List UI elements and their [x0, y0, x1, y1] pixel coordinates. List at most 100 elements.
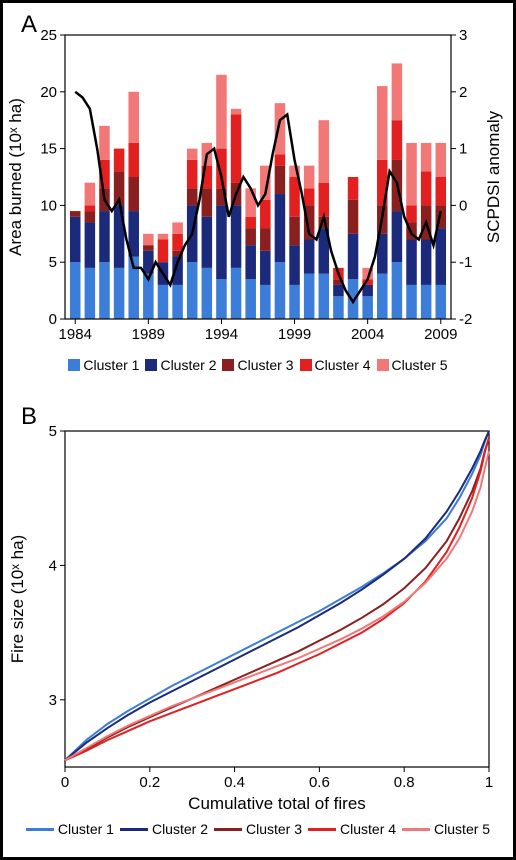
yright-label: SCPDSI anomaly: [484, 110, 503, 243]
bar-cluster4: [436, 177, 447, 205]
x-tick: 1: [485, 774, 493, 791]
x-tick: 1989: [132, 326, 165, 343]
bar-cluster1: [85, 268, 96, 319]
bar-cluster5: [143, 234, 154, 245]
series-cluster4: [65, 438, 489, 761]
legend-item-cluster5: Cluster 5: [402, 821, 490, 837]
bar-cluster1: [319, 274, 330, 319]
bar-cluster1: [333, 296, 344, 319]
yright-tick: 2: [459, 84, 467, 101]
panel-a: A 0510152025-2-1012319841989199419992004…: [3, 11, 513, 391]
legend-label: Cluster 5: [392, 357, 448, 373]
x-tick: 1994: [205, 326, 238, 343]
bar-cluster3: [85, 211, 96, 222]
yright-tick: 3: [459, 27, 467, 44]
bar-cluster4: [406, 205, 417, 222]
panel-b-svg: 00.20.40.60.81345Fire size (10ˣ ha)Cumul…: [3, 421, 513, 817]
bar-cluster3: [70, 211, 81, 217]
bar-cluster3: [128, 177, 139, 211]
bar-cluster1: [377, 274, 388, 319]
bar-cluster2: [216, 205, 227, 279]
bar-cluster5: [319, 120, 330, 182]
bar-cluster5: [245, 188, 256, 216]
bar-cluster4: [304, 188, 315, 205]
bar-cluster4: [421, 171, 432, 205]
legend-swatch-icon: [300, 359, 312, 371]
legend-item-cluster4: Cluster 4: [308, 821, 396, 837]
x-tick: 0.8: [394, 774, 415, 791]
yright-tick: 0: [459, 197, 467, 214]
bar-cluster5: [172, 222, 183, 233]
bar-cluster2: [245, 245, 256, 279]
axis-frame: [65, 431, 489, 767]
bar-cluster1: [187, 262, 198, 319]
legend-label: Cluster 4: [340, 821, 396, 837]
bar-cluster3: [187, 188, 198, 205]
bar-cluster5: [99, 126, 110, 160]
legend-swatch-icon: [222, 359, 234, 371]
panel-b: B 00.20.40.60.81345Fire size (10ˣ ha)Cum…: [3, 403, 513, 851]
bar-cluster1: [172, 285, 183, 319]
legend-label: Cluster 4: [315, 357, 371, 373]
legend-swatch-icon: [145, 359, 157, 371]
legend-label: Cluster 1: [83, 357, 139, 373]
bar-cluster4: [245, 217, 256, 228]
bar-cluster2: [421, 239, 432, 284]
legend-item-cluster4: Cluster 4: [300, 357, 371, 373]
bar-cluster5: [275, 103, 286, 154]
x-tick: 2009: [424, 326, 457, 343]
legend-label: Cluster 5: [434, 821, 490, 837]
bar-cluster3: [260, 228, 271, 251]
bar-cluster1: [436, 285, 447, 319]
yleft-tick: 0: [49, 311, 57, 328]
bar-cluster5: [187, 149, 198, 160]
bar-cluster1: [216, 279, 227, 319]
bar-cluster1: [348, 279, 359, 319]
y-tick: 5: [49, 423, 57, 440]
bar-cluster4: [275, 154, 286, 165]
x-label: Cumulative total of fires: [188, 794, 366, 813]
bar-cluster2: [289, 245, 300, 285]
x-tick: 0: [61, 774, 69, 791]
legend-label: Cluster 3: [246, 821, 302, 837]
legend-label: Cluster 2: [152, 821, 208, 837]
bar-cluster2: [304, 239, 315, 273]
bar-cluster4: [114, 149, 125, 172]
bar-cluster5: [85, 183, 96, 206]
bar-cluster2: [392, 211, 403, 262]
bar-cluster1: [70, 262, 81, 319]
bar-cluster2: [99, 211, 110, 262]
bar-cluster3: [245, 228, 256, 245]
y-tick: 3: [49, 692, 57, 709]
bar-cluster5: [406, 143, 417, 205]
bar-cluster1: [231, 268, 242, 319]
bar-cluster1: [99, 262, 110, 319]
bar-cluster2: [436, 228, 447, 285]
bar-cluster5: [436, 143, 447, 177]
yleft-tick: 20: [40, 84, 57, 101]
bar-cluster4: [172, 234, 183, 251]
bar-cluster1: [289, 285, 300, 319]
bar-cluster5: [158, 234, 169, 240]
y-label: Fire size (10ˣ ha): [8, 535, 27, 663]
legend-item-cluster2: Cluster 2: [120, 821, 208, 837]
bar-cluster5: [377, 86, 388, 160]
legend-line-icon: [214, 828, 242, 831]
legend-line-icon: [26, 828, 54, 831]
legend-item-cluster1: Cluster 1: [26, 821, 114, 837]
bar-cluster4: [231, 115, 242, 183]
bar-cluster5: [421, 143, 432, 171]
series-cluster3: [65, 438, 489, 761]
bar-cluster4: [85, 205, 96, 211]
yleft-tick: 15: [40, 141, 57, 158]
bar-cluster2: [406, 239, 417, 284]
bar-cluster4: [392, 120, 403, 160]
bar-cluster2: [348, 234, 359, 279]
bar-cluster5: [128, 92, 139, 143]
yright-tick: -1: [459, 254, 472, 271]
legend-label: Cluster 2: [160, 357, 216, 373]
legend-label: Cluster 1: [58, 821, 114, 837]
bar-cluster2: [202, 217, 213, 268]
x-tick: 0.6: [309, 774, 330, 791]
panel-a-svg: 0510152025-2-101231984198919941999200420…: [3, 25, 513, 355]
